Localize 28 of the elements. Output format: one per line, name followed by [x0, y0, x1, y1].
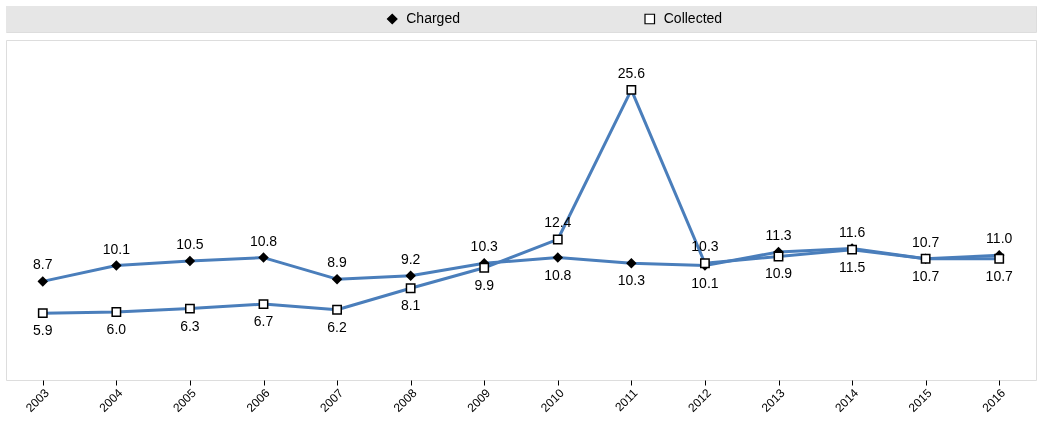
data-label: 10.1	[691, 274, 719, 291]
data-label: 5.9	[33, 322, 53, 339]
data-label: 10.9	[764, 265, 793, 282]
legend-label: Collected	[663, 10, 723, 26]
data-label: 10.8	[544, 266, 572, 283]
data-label: 9.9	[474, 276, 495, 293]
data-label: 8.1	[400, 297, 421, 314]
legend-label: Charged	[406, 10, 460, 26]
data-label: 8.9	[327, 254, 348, 271]
data-label: 11.6	[838, 223, 866, 240]
data-label: 6.3	[180, 317, 200, 334]
data-label: 11.5	[838, 258, 866, 275]
data-label: 8.7	[33, 256, 53, 273]
data-label: 10.3	[470, 238, 499, 255]
data-label: 6.7	[253, 313, 274, 330]
data-label: 6.2	[327, 318, 348, 335]
data-label: 10.8	[249, 232, 278, 249]
data-label: 11.3	[765, 226, 792, 243]
data-label: 6.0	[106, 321, 127, 337]
data-label: 10.7	[985, 267, 1014, 284]
data-label: 10.5	[176, 236, 204, 252]
data-label: 9.2	[400, 250, 421, 267]
data-label: 25.6	[617, 64, 646, 81]
data-label: 10.1	[102, 240, 131, 257]
data-label: 10.7	[912, 233, 940, 250]
data-label: 10.7	[912, 267, 940, 284]
data-label: 10.3	[617, 272, 646, 289]
data-label: 11.0	[986, 230, 1013, 247]
